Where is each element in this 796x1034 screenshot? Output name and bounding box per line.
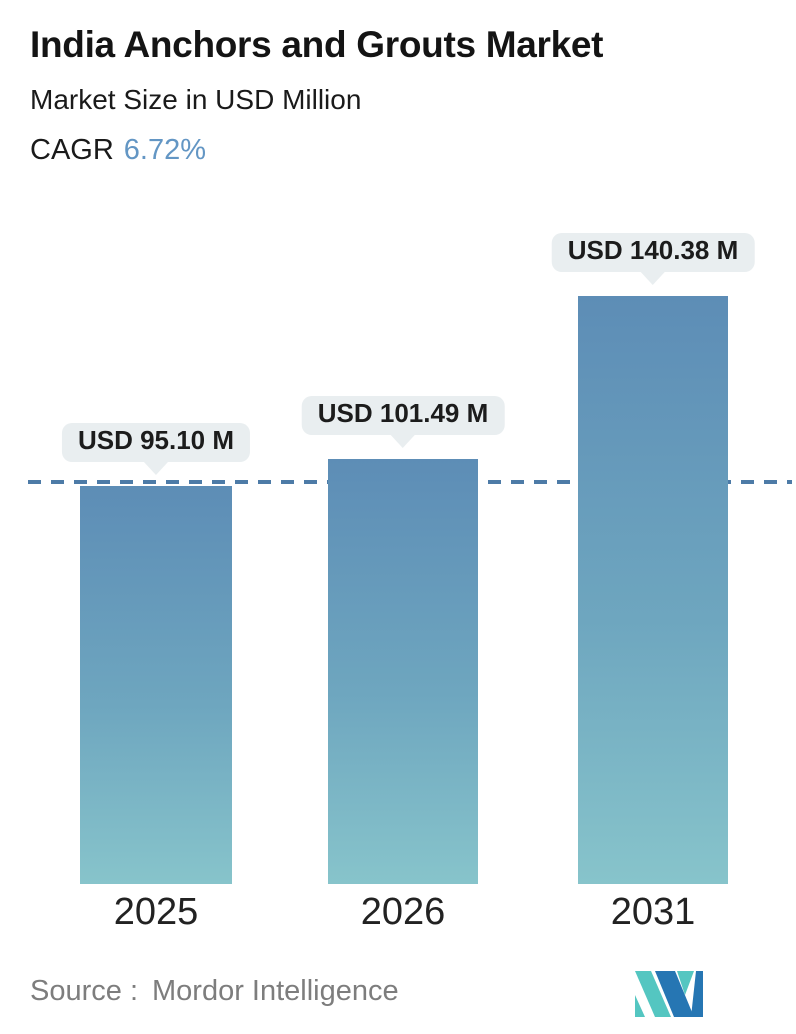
x-axis-label-2026: 2026 xyxy=(360,891,446,933)
x-axis-label-2025: 2025 xyxy=(113,891,199,933)
bar-2025 xyxy=(80,486,232,884)
mordor-intelligence-logo xyxy=(635,971,703,1017)
chart-title: India Anchors and Grouts Market xyxy=(30,24,604,65)
x-axis-label-2031: 2031 xyxy=(610,891,696,933)
source-line: Source : Mordor Intelligence xyxy=(30,975,399,1008)
value-label-2025: USD 95.10 M xyxy=(61,423,251,462)
value-label-2031: USD 140.38 M xyxy=(551,233,755,272)
bar-2026 xyxy=(328,459,478,884)
cagr-value: 6.72% xyxy=(123,134,207,166)
value-label-2026: USD 101.49 M xyxy=(301,396,505,435)
cagr-label: CAGR xyxy=(30,134,114,166)
source-value: Mordor Intelligence xyxy=(152,975,399,1007)
bar-2031 xyxy=(578,296,728,884)
chart-subtitle: Market Size in USD Million xyxy=(30,84,362,115)
cagr-line: CAGR 6.72% xyxy=(30,134,206,167)
source-label: Source : xyxy=(30,975,138,1007)
